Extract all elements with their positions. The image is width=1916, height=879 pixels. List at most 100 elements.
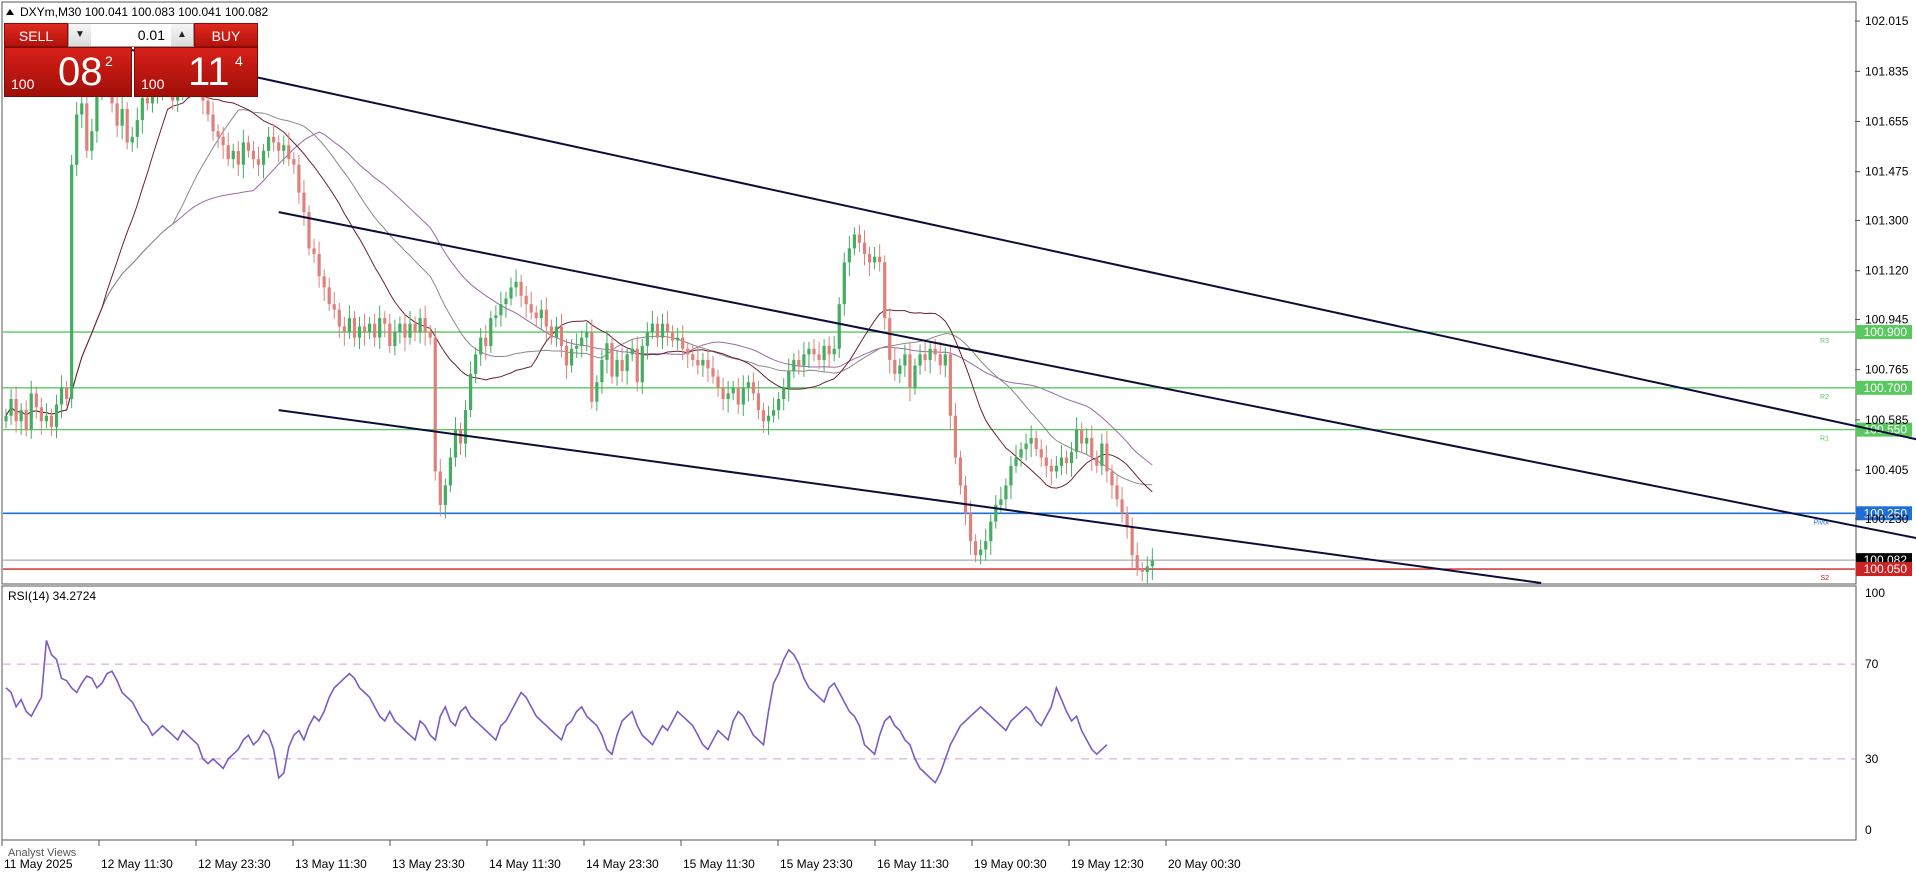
lot-size-value[interactable]: 0.01 [137,27,165,43]
price-tick-label: 100.945 [1865,312,1909,326]
candle-body [362,326,367,333]
time-tick-label: 12 May 11:30 [101,857,173,871]
candle-body [974,541,978,556]
candle-body [1069,451,1074,464]
candle-body [1014,457,1018,466]
candle-body [630,348,634,355]
candle-body [489,318,493,346]
candle-body [120,108,124,126]
lot-decrease-icon[interactable]: ▼ [69,24,91,46]
candle-body [24,410,28,430]
candle-body [908,354,912,388]
candle-body [1140,569,1144,572]
candle-body [34,393,38,408]
candle-body [1019,449,1023,458]
buy-price-big: 100 [141,76,165,92]
candle-body [782,387,786,399]
level-price-label: 100.250 [1864,506,1908,520]
candle-body [267,136,271,151]
candle-body [585,332,589,338]
candle-body [206,100,210,115]
candle-body [751,382,755,394]
candle-body [1064,457,1069,464]
candle-body [1090,438,1094,458]
candle-body [999,499,1003,505]
candle-body [519,281,523,296]
candle-body [938,354,942,366]
buy-button[interactable]: BUY [194,23,258,47]
candle-body [1110,471,1114,486]
lot-increase-icon[interactable]: ▲ [171,24,193,46]
candle-body [474,354,478,374]
candle-body [236,150,240,165]
candle-body [903,354,907,366]
candle-body [398,323,402,333]
candle-body [948,354,952,416]
candle-body [706,359,710,369]
level-tag: R1 [1820,436,1829,443]
candle-body [756,393,761,411]
level-tag: R3 [1820,338,1829,345]
candle-body [1145,566,1149,572]
candle-body [302,192,306,213]
trendlines [31,27,1916,584]
candle-body [898,365,902,374]
candle-body [256,159,261,165]
candle-body [90,131,94,151]
candle-body [1034,438,1038,450]
candle-body [544,309,548,327]
candle-body [393,332,397,346]
candle-body [438,471,442,505]
candle-body [650,323,654,333]
time-tick-label: 14 May 23:30 [586,857,659,871]
candle-body [49,415,54,427]
candle-body [1130,527,1134,556]
candle-body [862,242,867,254]
candle-body [1044,457,1048,466]
candle-body [691,354,695,360]
candle-body [575,345,579,349]
candle-body [1039,449,1043,458]
price-tick-label: 101.475 [1865,165,1909,179]
lot-size-field[interactable]: ▼ 0.01 ▲ [68,23,194,47]
level-price-badge [1856,506,1912,521]
candle-body [1009,465,1013,486]
sell-price-mid: 08 [58,50,103,94]
sell-button[interactable]: SELL [4,23,68,47]
candle-body [317,253,321,277]
candle-body [423,318,427,333]
price-tick-label: 101.300 [1865,214,1909,228]
candle-body [14,398,18,422]
candle-body [216,131,220,137]
candle-body [807,348,811,355]
level-tag: S2 [1820,575,1829,582]
candle-body [857,234,862,243]
time-tick-label: 20 May 00:30 [1168,857,1241,871]
candle-body [539,309,543,319]
analyst-views-tab[interactable]: Analyst Views [8,847,77,859]
level-price-label: 100.900 [1864,325,1908,339]
sell-price-box[interactable]: 100 08 2 [4,47,132,97]
candle-body [307,212,311,249]
candle-body [676,337,680,341]
candle-body [287,145,291,160]
candle-body [1059,457,1064,466]
triangle-up-icon[interactable] [6,9,14,15]
ma-50-line [5,131,1153,466]
sell-price-big: 100 [11,76,35,92]
buy-price-box[interactable]: 100 11 4 [134,47,258,97]
candle-body [600,359,604,383]
candle-body [504,298,508,305]
candle-body [746,382,750,388]
candle-body [741,387,745,405]
candle-body [1054,465,1058,472]
level-price-label: 100.550 [1864,423,1908,437]
candle-body [918,354,922,366]
level-price-label: 100.050 [1864,562,1908,576]
channel-trendline [278,211,1916,540]
candle-body [292,159,296,165]
candle-body [716,376,720,388]
candle-body [772,410,776,416]
